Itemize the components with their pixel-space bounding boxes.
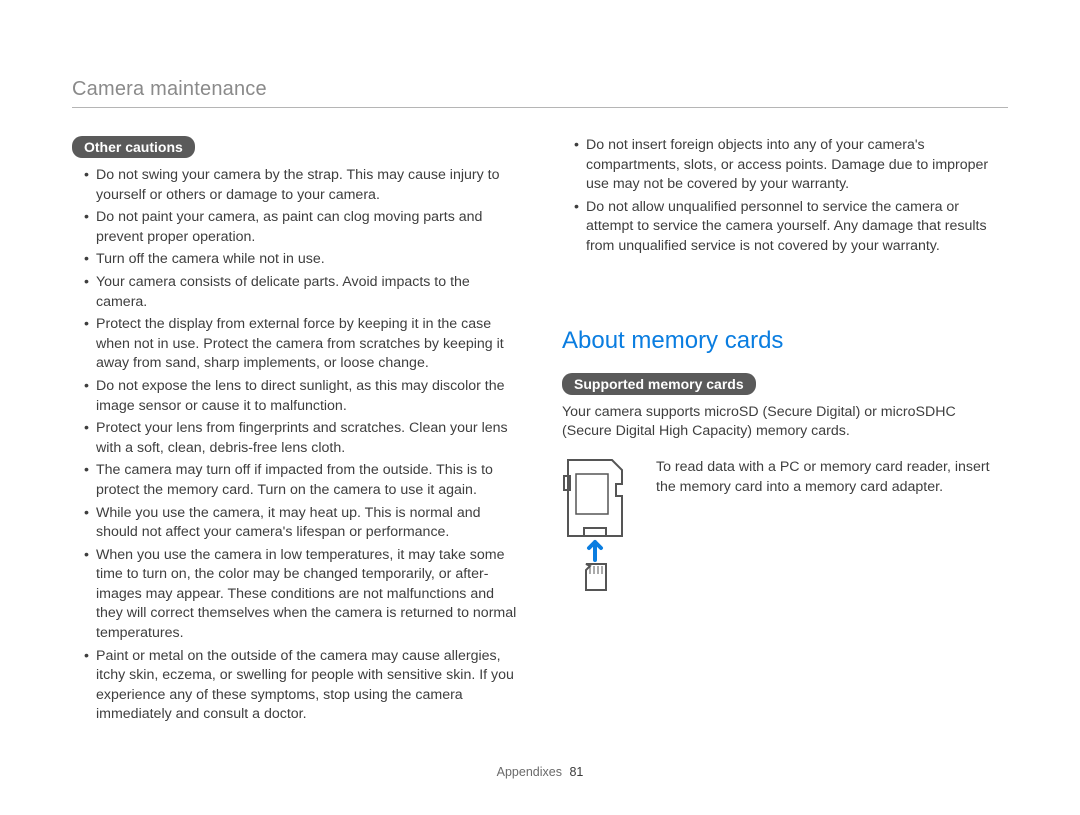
page-footer: Appendixes 81: [0, 765, 1080, 779]
list-item: Paint or metal on the outside of the cam…: [84, 647, 518, 725]
pill-supported-memory-cards: Supported memory cards: [562, 373, 756, 395]
list-item: Turn off the camera while not in use.: [84, 250, 518, 270]
list-item: Protect the display from external force …: [84, 315, 518, 374]
right-top-list: Do not insert foreign objects into any o…: [562, 136, 1008, 257]
list-item: Do not swing your camera by the strap. T…: [84, 166, 518, 205]
adapter-note: To read data with a PC or memory card re…: [656, 456, 1008, 498]
list-item: Your camera consists of delicate parts. …: [84, 273, 518, 312]
list-item: While you use the camera, it may heat up…: [84, 504, 518, 543]
footer-label: Appendixes: [497, 765, 562, 779]
content-columns: Other cautions Do not swing your camera …: [72, 136, 1008, 728]
section-title: Camera maintenance: [72, 78, 1008, 108]
list-item: Do not expose the lens to direct sunligh…: [84, 377, 518, 416]
list-item: Protect your lens from fingerprints and …: [84, 419, 518, 458]
heading-about-memory-cards: About memory cards: [562, 327, 1008, 355]
page-number: 81: [569, 765, 583, 779]
sd-adapter-icon: [562, 456, 634, 601]
list-item: The camera may turn off if impacted from…: [84, 461, 518, 500]
right-column: Do not insert foreign objects into any o…: [562, 136, 1008, 728]
supported-cards-intro: Your camera supports microSD (Secure Dig…: [562, 403, 1008, 443]
pill-other-cautions: Other cautions: [72, 136, 195, 158]
list-item: Do not paint your camera, as paint can c…: [84, 208, 518, 247]
adapter-row: To read data with a PC or memory card re…: [562, 456, 1008, 601]
left-column: Other cautions Do not swing your camera …: [72, 136, 518, 728]
list-item: Do not insert foreign objects into any o…: [574, 136, 1008, 195]
list-item: When you use the camera in low temperatu…: [84, 546, 518, 644]
list-item: Do not allow unqualified personnel to se…: [574, 198, 1008, 257]
other-cautions-list: Do not swing your camera by the strap. T…: [72, 166, 518, 725]
